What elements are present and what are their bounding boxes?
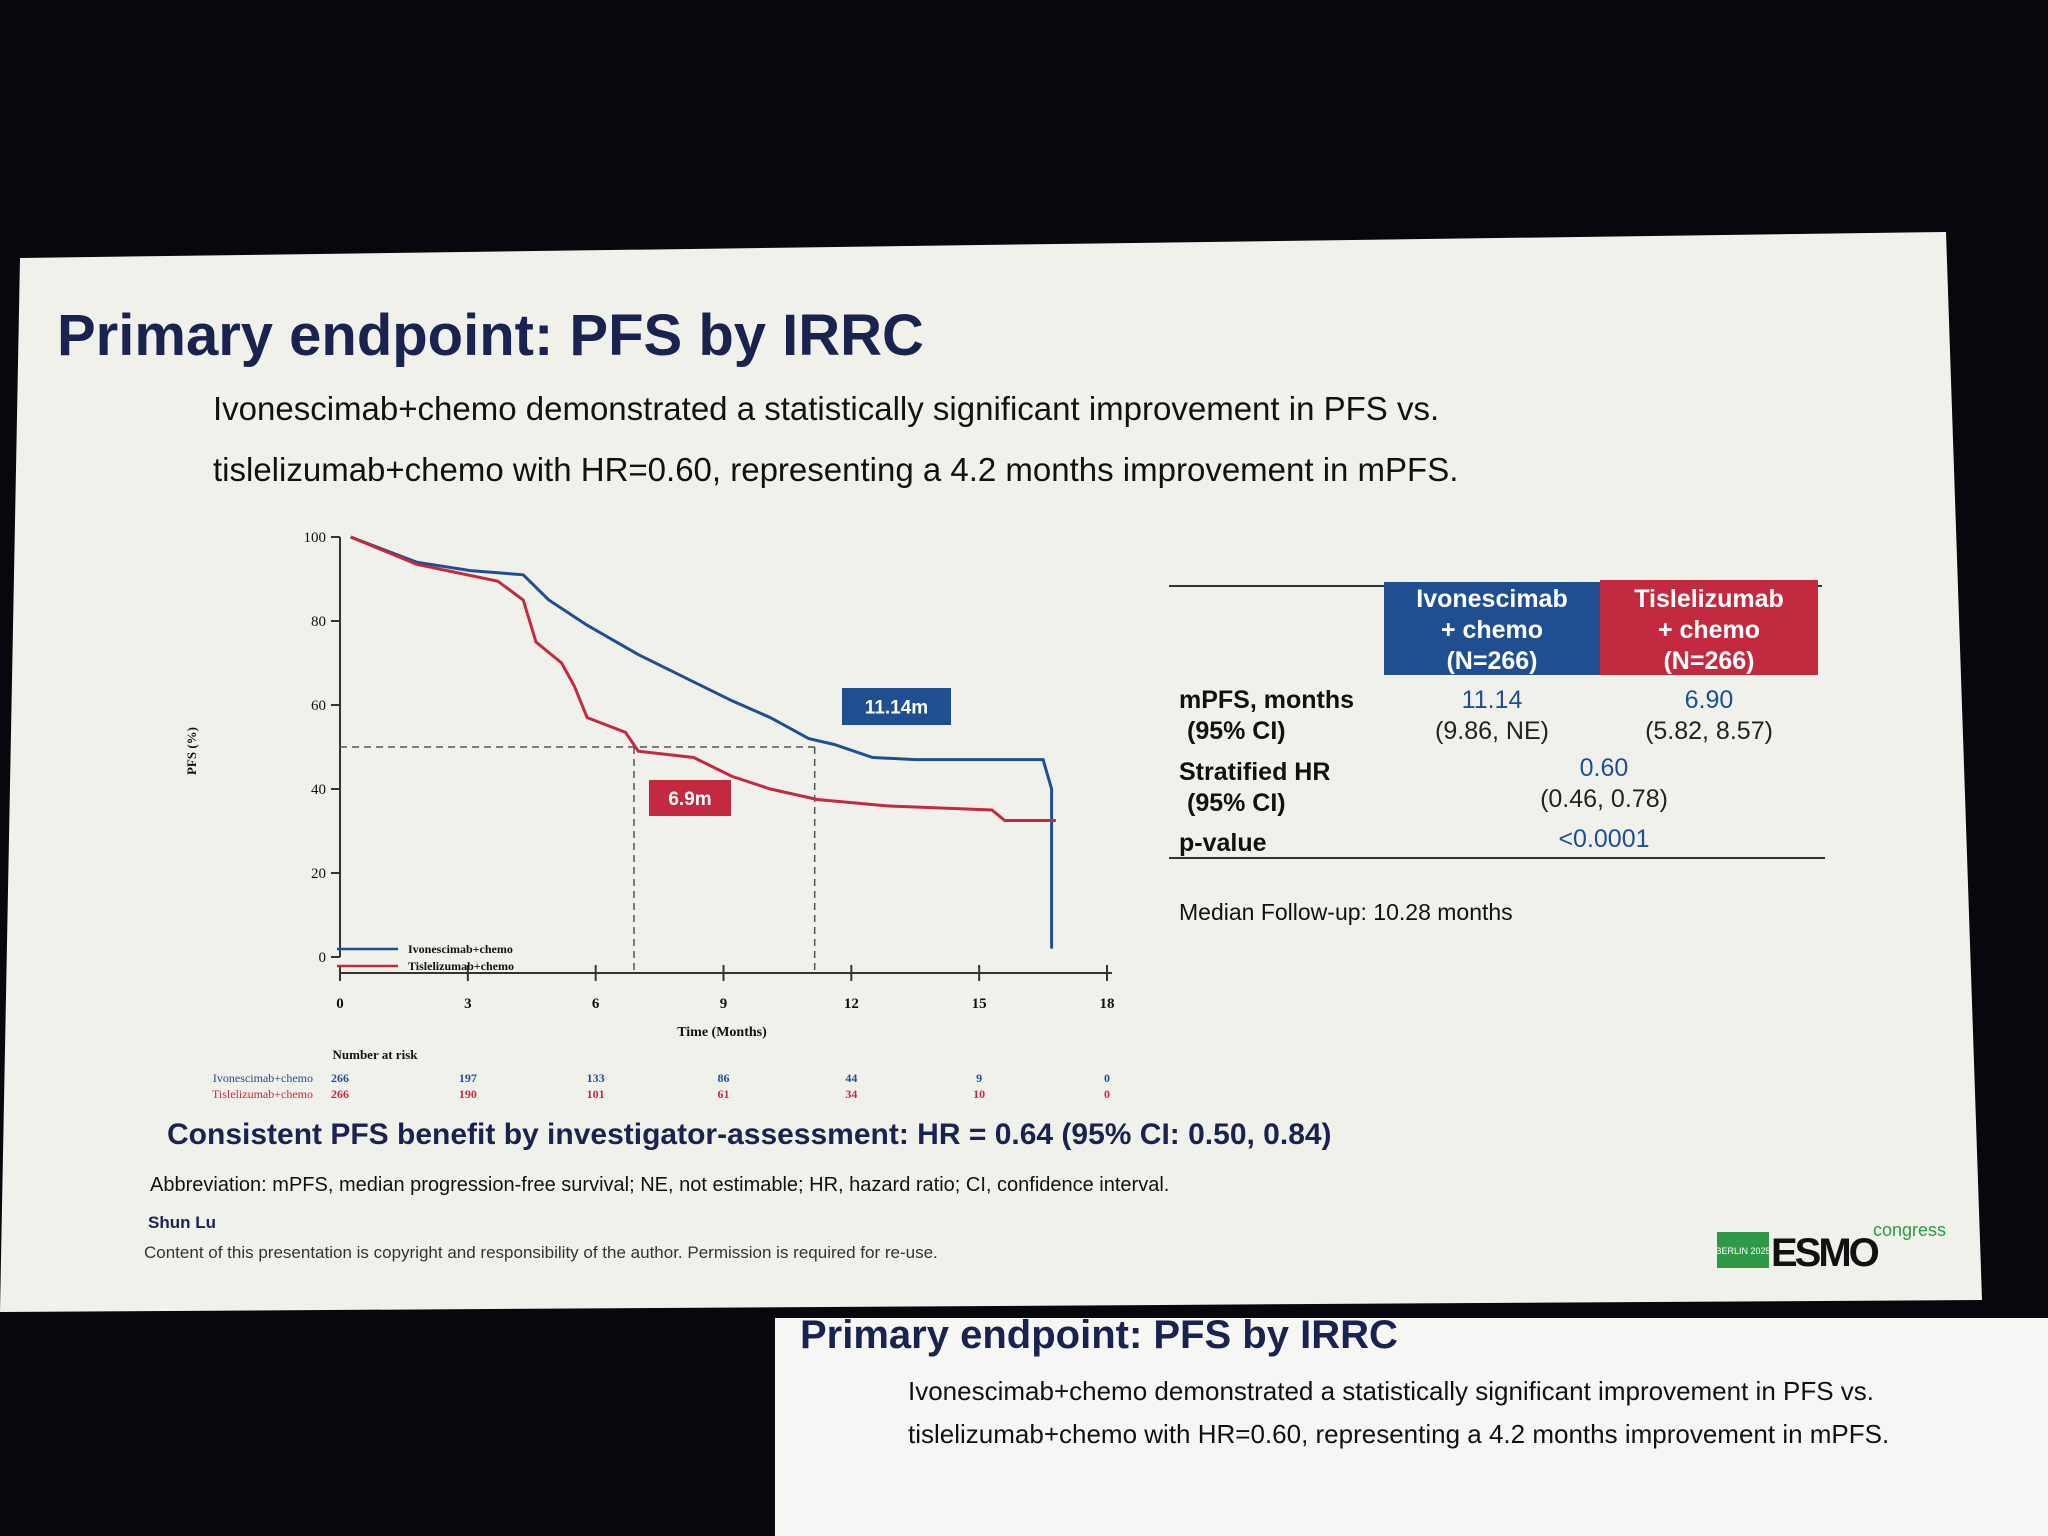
second-screen (775, 1318, 2048, 1536)
copyright: Content of this presentation is copyrigh… (144, 1243, 938, 1262)
at-risk-count: 190 (459, 1087, 477, 1101)
column-header: (N=266) (1663, 647, 1754, 675)
x-tick-label: 9 (720, 996, 728, 1012)
at-risk-count: 101 (587, 1087, 605, 1101)
cell-value: (0.46, 0.78) (1540, 785, 1668, 813)
x-tick-label: 0 (336, 996, 344, 1012)
at-risk-count: 34 (845, 1087, 857, 1101)
row-label: (95% CI) (1187, 789, 1286, 817)
logo-badge: BERLIN 2025 (1715, 1246, 1770, 1256)
x-tick-label: 15 (972, 996, 987, 1012)
at-risk-count: 0 (1104, 1071, 1110, 1085)
row-label: (95% CI) (1187, 717, 1286, 745)
conclusion: Consistent PFS benefit by investigator-a… (167, 1118, 1332, 1151)
second-subtitle-line: Ivonescimab+chemo demonstrated a statist… (908, 1376, 1874, 1406)
column-header: + chemo (1658, 616, 1760, 644)
at-risk-count: 61 (718, 1087, 730, 1101)
subtitle-line: Ivonescimab+chemo demonstrated a statist… (213, 390, 1439, 427)
cell-value: 11.14 (1462, 686, 1523, 714)
logo-badge-box (1717, 1232, 1769, 1268)
logo-tag: congress (1873, 1220, 1946, 1240)
author: Shun Lu (148, 1213, 216, 1232)
at-risk-count: 266 (331, 1087, 349, 1101)
slide-title: Primary endpoint: PFS by IRRC (57, 303, 924, 368)
header-cell (1384, 582, 1600, 675)
median-box (842, 688, 951, 725)
y-tick-label: 0 (319, 950, 327, 966)
risk-row-label: Tislelizumab+chemo (212, 1087, 313, 1101)
row-label: p-value (1179, 829, 1267, 857)
row-label: Stratified HR (1179, 758, 1330, 786)
median-label: 6.9m (668, 789, 711, 810)
cell-value: <0.0001 (1558, 825, 1649, 853)
median-box (649, 780, 731, 816)
survival-curve (350, 535, 1054, 949)
row-label: mPFS, months (1179, 686, 1354, 714)
legend-label: Tislelizumab+chemo (408, 959, 514, 973)
logo-name: ESMO (1771, 1231, 1879, 1275)
slide (0, 232, 1982, 1312)
header-cell (1600, 580, 1818, 675)
cell-value: 0.60 (1580, 754, 1629, 782)
y-tick-label: 20 (311, 866, 326, 882)
x-tick-label: 3 (464, 996, 472, 1012)
at-risk-count: 0 (1104, 1087, 1110, 1101)
y-axis-label: PFS (%) (184, 727, 199, 775)
abbreviation: Abbreviation: mPFS, median progression-f… (150, 1174, 1169, 1196)
at-risk-count: 10 (973, 1087, 985, 1101)
at-risk-count: 86 (718, 1071, 730, 1085)
y-tick-label: 80 (311, 614, 326, 630)
risk-row-label: Ivonescimab+chemo (213, 1071, 313, 1085)
column-header: + chemo (1441, 616, 1543, 644)
y-tick-label: 60 (311, 698, 326, 714)
column-header: Ivonescimab (1416, 585, 1567, 613)
x-tick-label: 6 (592, 996, 600, 1012)
at-risk-count: 9 (976, 1071, 982, 1085)
cell-value: (5.82, 8.57) (1645, 717, 1773, 745)
risk-title: Number at risk (333, 1047, 419, 1062)
subtitle-line: tislelizumab+chemo with HR=0.60, represe… (213, 451, 1458, 488)
at-risk-count: 44 (845, 1071, 857, 1085)
column-header: Tislelizumab (1634, 585, 1784, 613)
legend-label: Ivonescimab+chemo (408, 942, 513, 956)
x-tick-label: 12 (844, 996, 859, 1012)
at-risk-count: 133 (587, 1071, 605, 1085)
column-header: (N=266) (1446, 647, 1537, 675)
second-subtitle-line: tislelizumab+chemo with HR=0.60, represe… (908, 1419, 1889, 1449)
y-tick-label: 100 (304, 530, 327, 546)
cell-value: 6.90 (1685, 686, 1734, 714)
x-axis-label: Time (Months) (677, 1025, 767, 1040)
table-note: Median Follow-up: 10.28 months (1179, 899, 1513, 925)
survival-curve (350, 535, 1056, 822)
at-risk-count: 266 (331, 1071, 349, 1085)
y-tick-label: 40 (311, 782, 326, 798)
second-title: Primary endpoint: PFS by IRRC (800, 1313, 1398, 1357)
median-label: 11.14m (865, 698, 928, 719)
cell-value: (9.86, NE) (1435, 717, 1549, 745)
x-tick-label: 18 (1100, 996, 1115, 1012)
at-risk-count: 197 (459, 1071, 477, 1085)
